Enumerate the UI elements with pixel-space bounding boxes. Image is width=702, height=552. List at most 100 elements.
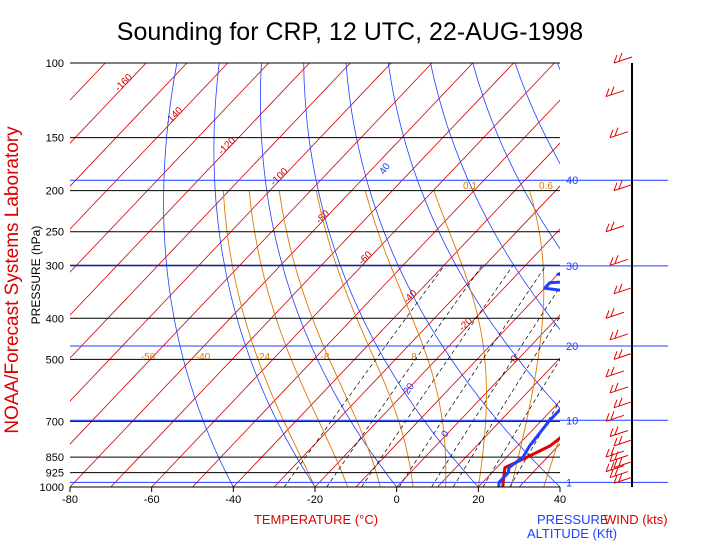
profile-layer: [497, 272, 560, 487]
pressure-tick-label: 200: [46, 186, 64, 198]
wind-barb-flag: [614, 329, 619, 339]
wind-barb: [605, 221, 625, 233]
temperature-profile-line: [501, 436, 560, 487]
y-axis-label: PRESSURE (hPa): [29, 226, 43, 325]
wind-barb-flag: [618, 473, 623, 482]
mixing-ratio-line: [431, 286, 560, 487]
moist-adiabat-line: [278, 190, 381, 487]
mixing-ratio-line: [326, 265, 483, 487]
isotherm-line: [110, 63, 514, 487]
x-tick-label: 0: [394, 494, 400, 506]
moist-adiabat-line: [364, 190, 447, 487]
wind-barb-flag: [605, 223, 610, 232]
isotherm-line: [70, 63, 474, 487]
moist-adiabat-label: -24: [256, 352, 271, 363]
wind-barb: [609, 467, 629, 479]
wind-barb-staff: [605, 225, 625, 233]
wind-barb: [605, 308, 625, 319]
wind-axis-label: WIND (kts): [604, 512, 668, 527]
wind-barb-flag: [609, 428, 614, 437]
wind-barb-staff: [609, 333, 629, 341]
wind-barb-flag: [618, 283, 623, 292]
mixing-ratio-line: [509, 399, 560, 487]
wind-barb-flag: [618, 349, 623, 358]
wind-barb-staff: [609, 131, 629, 139]
x-tick-label: -40: [225, 494, 241, 506]
wind-barb-flag: [614, 426, 619, 435]
dry-adiabat-line: [213, 63, 316, 487]
wind-barb-flag: [618, 397, 623, 406]
wind-barb-flag: [618, 435, 623, 445]
isotherm-line: [478, 400, 560, 487]
wind-barb-flag: [613, 285, 618, 294]
wind-barb-flag: [605, 413, 610, 422]
wind-barb: [613, 52, 633, 64]
wind-barb: [605, 411, 625, 422]
wind-barb-staff: [613, 352, 633, 360]
wind-barb-staff: [613, 439, 633, 447]
wind-barb-flag: [610, 461, 615, 470]
dry-adiabat-line: [556, 63, 560, 71]
pressure-axis-label: PRESSURE: [537, 512, 609, 527]
wind-barb-flag: [618, 52, 623, 62]
dry-adiabat-label: 0: [439, 428, 451, 439]
isotherm-line: [70, 63, 310, 316]
wind-barb-flag: [614, 255, 619, 264]
wind-barb: [605, 86, 625, 98]
wind-barb-flag: [613, 182, 618, 191]
x-tick-label: -20: [307, 494, 323, 506]
wind-barb-flag: [610, 411, 615, 420]
isotherm-line: [355, 271, 560, 487]
wind-barb-flag: [610, 86, 615, 95]
moist-adiabat-line: [248, 190, 349, 487]
wind-barb-flag: [610, 366, 615, 376]
wind-barb-staff: [613, 184, 633, 192]
wind-barb-staff: [613, 401, 633, 409]
isotherm-label: 20: [559, 382, 575, 398]
mixing-ratio-line: [284, 265, 445, 487]
altitude-tick-label: 20: [566, 341, 578, 353]
wind-barb: [613, 180, 633, 192]
dry-adiabat-line: [600, 63, 702, 487]
dry-adiabat-line: [684, 63, 702, 487]
wind-barb: [613, 435, 633, 447]
wind-barb: [613, 473, 633, 484]
altitude-tick-label: 30: [566, 261, 578, 273]
moist-adiabat-label: -8: [321, 352, 330, 363]
moist-adiabat-line: [543, 435, 560, 487]
wind-barb-staff: [613, 461, 633, 469]
wind-barb-flag: [613, 459, 618, 468]
isotherm-label: -60: [357, 249, 375, 267]
wind-barb-flag: [609, 331, 614, 341]
wind-barb-flag: [605, 310, 610, 319]
pressure-tick-label: 1000: [40, 482, 64, 494]
wind-barb: [609, 382, 629, 394]
pressure-tick-label: 300: [46, 260, 64, 272]
wind-barb-staff: [605, 414, 625, 422]
isotherm-label: -140: [163, 105, 185, 127]
wind-barb-flag: [605, 88, 610, 97]
x-tick-label: -80: [62, 494, 78, 506]
isotherm-label: -120: [216, 135, 238, 157]
wind-barb-flag: [610, 446, 615, 456]
chart-title: Sounding for CRP, 12 UTC, 22-AUG-1998: [117, 18, 583, 46]
wind-barb: [605, 461, 625, 473]
wind-barb: [605, 446, 625, 458]
isotherm-line: [70, 63, 351, 359]
wind-barb-staff: [613, 287, 633, 295]
mixing-ratio-line: [361, 265, 514, 487]
wind-barb-staff: [605, 465, 625, 473]
isotherm-line: [70, 63, 269, 273]
dry-adiabat-line: [163, 63, 234, 487]
pressure-tick-label: 250: [46, 227, 64, 239]
pressure-tick-label: 100: [46, 58, 64, 70]
moist-adiabat-label: 8: [411, 352, 417, 363]
wind-barb-staff: [609, 471, 629, 479]
isotherm-line: [314, 228, 560, 487]
pressure-tick-label: 700: [46, 416, 64, 428]
wind-barb: [605, 366, 625, 378]
wind-barb-flag: [610, 308, 615, 317]
wind-barb-flag: [614, 451, 619, 460]
